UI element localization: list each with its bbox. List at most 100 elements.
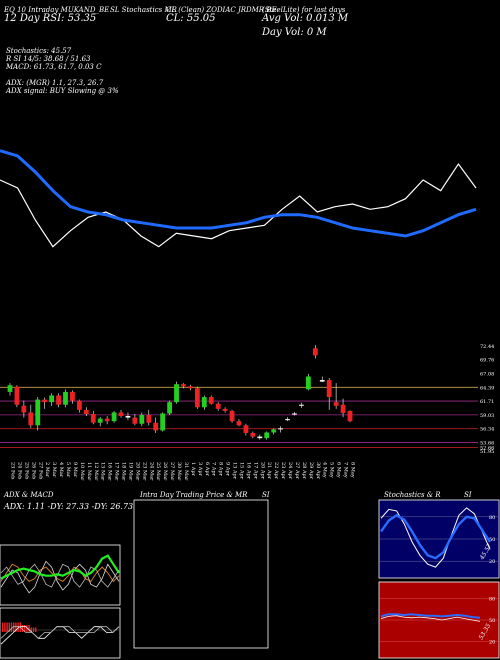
x-tick-label: 30 Mar [176,462,182,481]
adx-readout: ADX: (MGR) 1.1, 27.3, 26.7 [6,79,104,87]
close-readout: CL: 55.05 [166,13,216,24]
x-tick-label: 23 Mar [141,462,147,481]
candle-body [208,397,214,404]
candle-body [76,400,82,410]
candle-body [236,421,242,426]
rsi-level-label: 50 [489,618,495,624]
macd-histogram-bar [32,627,35,632]
x-tick-label: 18 Mar [121,462,127,481]
macd-histogram-bar [2,622,4,632]
moving-average-line [0,149,477,238]
candle-body [146,415,152,423]
x-tick-label: 16 Mar [107,462,113,481]
candle-body [28,412,34,426]
price-line [0,162,477,248]
macd-histogram-bar [4,622,6,632]
candle-body [160,413,166,431]
stochastics-title: Stochastics & R [384,491,441,499]
x-tick-label: 12 Mar [93,462,99,481]
intraday-title: Intra Day Trading Price & MR [140,491,248,499]
candle-body [299,404,304,406]
y-tick-label: 53.66 [480,440,494,446]
intraday-panel [133,499,269,649]
candle-body [181,384,186,387]
y-tick-label: 59.03 [480,413,494,419]
x-tick-label: 25 Mar [155,462,161,481]
y-tick-label: 51.95 [480,449,494,455]
price-line-chart [0,149,477,248]
macd-histogram-bar [15,622,17,632]
x-tick-label: 4 Mar [58,462,64,478]
candle-body [104,418,110,422]
header-ticker-4: (SteelLite) for last days [262,6,346,14]
plus-di-line [0,560,120,594]
candle-body [111,412,117,422]
x-tick-label: 5 May [329,462,335,478]
x-tick-label: 1 Apr [190,462,196,477]
candle-body [49,395,55,403]
x-tick-label: 23 Feb [10,462,16,479]
x-tick-label: 19 Mar [127,462,133,481]
si-readout: R SI 14/5: 38.68 / 51.63 [6,55,91,63]
candle-body [139,415,145,424]
candle-body [319,380,325,382]
x-tick-label: 13 Apr [232,462,238,480]
candle-body [222,408,228,411]
x-tick-label: 9 Apr [225,462,231,477]
macd-histogram-bar [8,622,10,632]
x-tick-label: 10 Mar [79,462,85,481]
stochastic-d-line [380,513,492,560]
candle-body [257,436,263,439]
x-tick-label: 23 Apr [280,462,286,480]
macd-readout: MACD: 61.73, 61.7, 0.03 C [6,63,102,71]
x-tick-label: 5 Mar [65,462,71,478]
rsi-line [380,615,481,622]
candle-body [326,380,332,398]
candle-body [132,417,138,424]
day-volume-readout: Day Vol: 0 M [262,27,327,38]
candle-body [70,391,75,401]
x-tick-label: 20 Mar [134,462,140,481]
x-tick-label: 25 Feb [23,462,29,479]
candle-body [340,404,346,413]
x-tick-label: 17 Apr [252,462,258,480]
candle-body [35,399,41,426]
header-ticker-1: EQ 10 Intraday MUKAND_BE [4,6,110,14]
x-tick-label: 27 Mar [169,462,175,481]
x-tick-label: 2 Mar [44,462,50,478]
rsi-level-label: 20 [489,640,495,646]
adx-signal-readout: ADX signal: BUY Slowing @ 3% [6,87,119,95]
macd-signal-line [0,626,120,639]
macd-histogram-bar [24,625,26,632]
macd-histogram-bar [17,622,19,632]
x-tick-label: 24 Mar [148,462,154,481]
avg-volume-readout: Avg Vol: 0.013 M [262,13,349,24]
y-tick-label: 69.76 [480,358,494,364]
candle-body [250,432,256,437]
candle-body [167,402,172,414]
stochastics-level-label: 80 [489,515,495,521]
candle-body [215,403,221,409]
x-tick-label: 30 Apr [315,462,321,480]
rsi-smooth-line [380,613,481,619]
x-tick-label: 24 Apr [287,462,293,480]
x-tick-label: 22 Apr [273,462,279,480]
x-tick-label: 8 Apr [218,462,224,477]
candle-body [83,409,89,414]
candlestick-chart: 72.44 69.76 67.08 64.39 61.71 59.03 56.34 53.66… [0,344,494,481]
candle-body [264,432,270,439]
x-tick-label: 26 Feb [30,462,36,479]
candle-body [63,391,68,405]
x-tick-label: 16 Apr [245,462,251,480]
adx-macd-title: ADX & MACD [4,491,54,499]
x-tick-label: 7 May [343,462,349,478]
candle-body [174,384,179,403]
stochastics-readout: Stochastics: 45.57 [6,47,72,55]
candle-body [14,386,20,405]
x-tick-label: 26 Mar [162,462,168,481]
y-tick-label: 61.71 [480,399,494,405]
x-tick-label: 11 Mar [86,462,92,481]
macd-histogram-bar [6,622,8,632]
candle-body [125,416,131,418]
macd-histogram-bar [28,625,30,632]
